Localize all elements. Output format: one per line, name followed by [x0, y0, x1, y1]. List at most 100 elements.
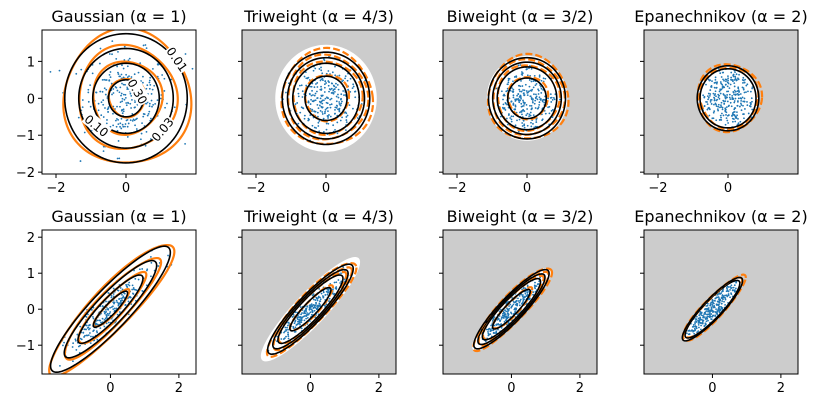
data-point: [716, 98, 719, 101]
data-point: [83, 131, 86, 134]
data-point: [538, 280, 541, 283]
data-point: [104, 317, 107, 320]
data-point: [335, 281, 338, 284]
data-point: [518, 88, 521, 91]
data-point: [117, 73, 120, 75]
data-point: [507, 79, 510, 82]
data-point: [101, 90, 104, 93]
data-point: [533, 93, 535, 96]
data-point: [719, 299, 722, 302]
data-point: [742, 87, 745, 89]
data-point: [718, 94, 721, 97]
data-point: [312, 307, 315, 310]
data-point: [499, 320, 501, 323]
data-point: [92, 317, 95, 320]
data-point: [122, 83, 125, 86]
data-point: [91, 72, 94, 75]
data-point: [309, 306, 312, 309]
data-point: [727, 294, 730, 297]
data-point: [712, 310, 715, 313]
data-point: [549, 93, 552, 96]
data-point: [534, 287, 537, 290]
data-point: [742, 113, 744, 116]
data-point: [720, 101, 723, 104]
data-point: [297, 122, 300, 125]
data-point: [719, 81, 722, 83]
data-point: [116, 89, 119, 92]
data-point: [324, 110, 326, 113]
data-point: [516, 94, 518, 97]
data-point: [535, 121, 538, 123]
data-point: [500, 326, 503, 329]
data-point: [714, 93, 717, 95]
data-point: [724, 303, 726, 306]
data-point: [533, 74, 536, 77]
data-point: [742, 88, 745, 91]
data-point: [330, 87, 333, 90]
data-point: [337, 88, 340, 91]
data-point: [523, 298, 525, 301]
data-point: [742, 104, 744, 107]
data-point: [128, 75, 130, 78]
data-point: [518, 101, 521, 104]
data-point: [727, 77, 729, 80]
data-point: [736, 90, 739, 93]
data-point: [536, 107, 539, 110]
data-point: [145, 47, 148, 50]
data-point: [714, 78, 717, 81]
data-point: [503, 311, 506, 314]
data-point: [525, 68, 528, 71]
data-point: [739, 93, 742, 95]
data-point: [119, 125, 121, 128]
data-point: [722, 295, 725, 298]
data-point: [701, 314, 704, 317]
data-point: [311, 89, 313, 92]
data-point: [315, 302, 317, 305]
data-point: [506, 311, 509, 313]
data-point: [112, 293, 115, 295]
data-point: [544, 112, 547, 115]
data-point: [130, 76, 133, 78]
data-point: [127, 59, 130, 62]
y-tick-label: 1: [27, 267, 35, 282]
data-point: [58, 69, 61, 72]
data-point: [142, 75, 144, 78]
true-contour: [304, 75, 348, 122]
data-point: [732, 111, 735, 114]
data-point: [730, 284, 733, 287]
data-point: [521, 113, 523, 116]
data-point: [334, 74, 337, 77]
data-point: [744, 78, 747, 81]
data-point: [701, 320, 704, 323]
data-point: [313, 86, 316, 89]
data-point: [108, 79, 111, 82]
data-point: [299, 306, 302, 308]
data-point: [720, 106, 723, 108]
data-point: [173, 106, 176, 109]
data-point: [106, 308, 109, 311]
data-point: [120, 73, 123, 76]
data-point: [505, 310, 508, 313]
data-point: [105, 308, 107, 311]
data-point: [109, 311, 112, 313]
data-point: [734, 107, 737, 109]
data-point: [152, 103, 155, 106]
data-point: [746, 101, 748, 103]
data-point: [148, 87, 151, 90]
data-point: [138, 268, 141, 271]
data-point: [510, 118, 513, 121]
contour-label-bg: [125, 75, 152, 107]
data-point: [148, 110, 151, 113]
data-point: [115, 57, 118, 60]
data-point: [325, 303, 328, 306]
data-point: [505, 90, 508, 93]
contour-label-bg: [147, 113, 177, 145]
data-point: [707, 96, 710, 99]
data-point: [525, 114, 528, 117]
data-point: [310, 98, 312, 101]
data-point: [708, 107, 711, 110]
data-point: [527, 298, 530, 301]
data-point: [103, 310, 106, 313]
data-point: [96, 331, 99, 334]
data-point: [351, 87, 354, 89]
